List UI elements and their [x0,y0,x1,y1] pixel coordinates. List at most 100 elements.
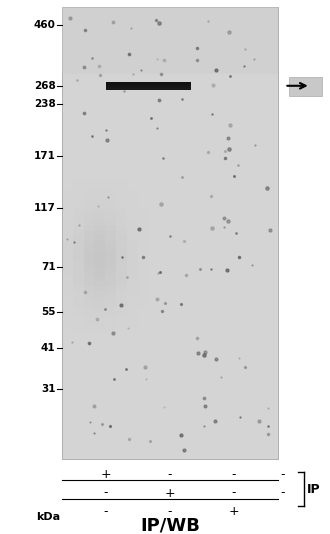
Bar [73,204,83,209]
Bar [105,215,116,219]
Bar [73,178,83,184]
Bar [94,240,105,245]
Bar [105,230,116,235]
Bar [148,317,159,322]
Bar [116,286,127,292]
Bar [62,292,73,296]
Bar [105,307,116,312]
Bar [83,317,94,322]
Bar [94,250,105,255]
Bar [62,189,73,194]
Bar [94,271,105,276]
Bar [148,271,159,276]
Bar [62,199,73,204]
Bar [116,194,127,199]
Text: +: + [228,505,239,518]
Bar [83,235,94,240]
Bar [159,296,170,302]
Bar [148,296,159,302]
Bar [116,178,127,184]
Bar [94,235,105,240]
Bar [148,327,159,332]
Text: -: - [104,486,108,499]
Text: 31: 31 [41,384,55,394]
Bar [127,194,138,199]
Bar [148,286,159,292]
Bar [138,322,148,327]
Bar [73,194,83,199]
Bar [148,307,159,312]
Bar [127,189,138,194]
Bar [105,240,116,245]
Bar [116,199,127,204]
Bar [83,261,94,266]
Bar [148,292,159,296]
Bar [94,204,105,209]
Bar [94,286,105,292]
Text: kDa: kDa [36,512,60,522]
Bar [159,189,170,194]
Bar [73,230,83,235]
Bar [127,245,138,250]
Bar [105,322,116,327]
Bar [62,250,73,255]
Bar [83,266,94,271]
Bar [127,286,138,292]
Bar [116,276,127,281]
Bar [138,194,148,199]
Bar [116,266,127,271]
Bar [159,317,170,322]
Text: -: - [280,486,284,499]
Bar [83,250,94,255]
Bar [159,204,170,209]
Bar [62,317,73,322]
Bar [138,230,148,235]
Bar [159,199,170,204]
Bar [62,255,73,261]
Bar [73,271,83,276]
Bar [116,327,127,332]
Bar [116,240,127,245]
Bar [138,302,148,307]
Bar [105,292,116,296]
Bar [159,184,170,189]
Bar [62,225,73,230]
Bar [94,255,105,261]
Bar [94,209,105,215]
Bar [127,230,138,235]
Text: 117: 117 [34,203,55,213]
Bar [106,85,191,87]
Bar [105,219,116,225]
Bar [116,235,127,240]
Bar [94,307,105,312]
Bar [138,296,148,302]
Bar [127,312,138,317]
Bar [62,327,73,332]
Bar [83,276,94,281]
Bar [105,194,116,199]
Bar [62,235,73,240]
Bar [116,255,127,261]
Bar [116,184,127,189]
Bar [73,302,83,307]
Bar [83,240,94,245]
Bar [105,204,116,209]
Text: IP/WB: IP/WB [140,517,200,534]
Bar [148,225,159,230]
Bar [106,82,191,90]
Bar [138,286,148,292]
Bar [116,230,127,235]
Bar [62,184,73,189]
Bar [73,266,83,271]
Bar [83,296,94,302]
Bar [62,245,73,250]
Bar [148,250,159,255]
Bar [148,240,159,245]
Bar [159,261,170,266]
Bar [105,209,116,215]
Bar [62,209,73,215]
Bar [62,322,73,327]
Bar [83,225,94,230]
Bar [73,245,83,250]
Bar [159,215,170,219]
